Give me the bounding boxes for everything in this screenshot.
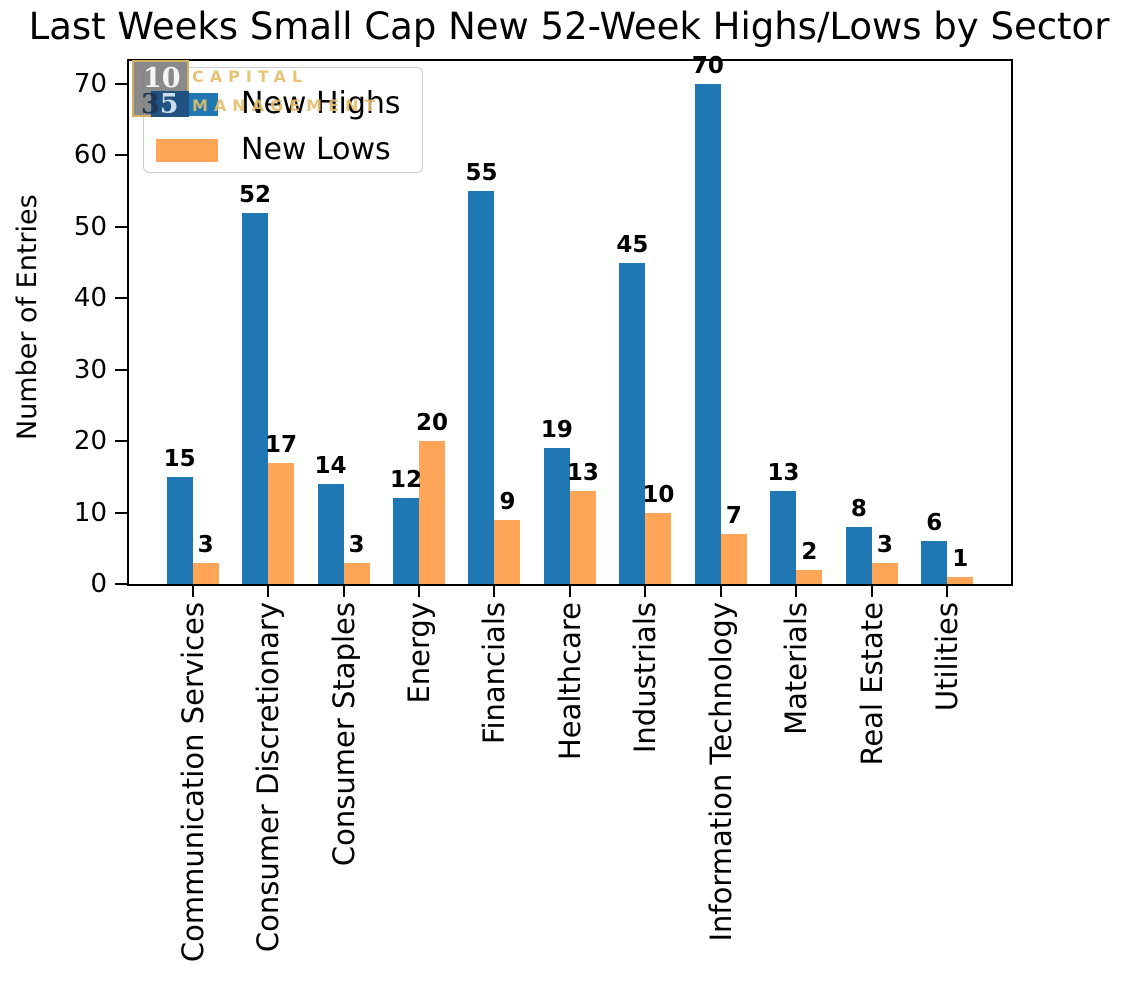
watermark-digits-35: 35 bbox=[141, 91, 179, 118]
bar-new-highs bbox=[166, 476, 193, 584]
bar-new-highs bbox=[770, 491, 797, 584]
x-axis-tick-label: Industrials bbox=[628, 602, 663, 754]
bar-value-label: 2 bbox=[801, 538, 818, 565]
x-axis-tick-label: Materials bbox=[779, 602, 814, 735]
y-axis-tick bbox=[115, 511, 127, 514]
y-axis-tick bbox=[115, 297, 127, 300]
x-axis-tick-label: Communication Services bbox=[175, 602, 210, 963]
watermark-word-capital: CAPITAL bbox=[192, 67, 309, 86]
y-axis-tick-label: 50 bbox=[73, 211, 107, 242]
watermark-word-management: MANAGEMENT bbox=[192, 96, 382, 115]
bar-new-lows bbox=[796, 569, 823, 584]
y-axis-tick bbox=[115, 583, 127, 585]
x-axis-tick bbox=[493, 586, 496, 597]
y-axis-tick bbox=[115, 368, 127, 371]
bar-value-label: 55 bbox=[465, 160, 498, 187]
plot-area bbox=[127, 59, 1013, 586]
bar-value-label: 12 bbox=[389, 467, 422, 494]
y-axis-tick bbox=[115, 225, 127, 228]
y-axis-tick-label: 60 bbox=[73, 140, 107, 171]
bar-value-label: 52 bbox=[239, 181, 272, 208]
bar-value-label: 70 bbox=[691, 53, 724, 79]
y-axis-tick bbox=[115, 440, 127, 443]
bar-value-label: 3 bbox=[876, 531, 893, 558]
x-axis-tick-label: Consumer Staples bbox=[326, 602, 361, 867]
y-axis-tick bbox=[115, 83, 127, 85]
bar-new-highs bbox=[921, 541, 948, 584]
chart-title: Last Weeks Small Cap New 52-Week Highs/L… bbox=[28, 5, 1110, 48]
bar-new-lows bbox=[720, 534, 747, 584]
x-axis-tick bbox=[418, 586, 420, 597]
x-axis-tick-label: Information Technology bbox=[703, 602, 738, 942]
bar-value-label: 15 bbox=[163, 445, 196, 472]
x-axis-tick-label: Utilities bbox=[930, 602, 965, 712]
bar-value-label: 6 bbox=[926, 510, 943, 537]
bar-new-lows bbox=[343, 562, 370, 584]
bar-new-lows bbox=[947, 576, 974, 584]
x-axis-tick-label: Healthcare bbox=[552, 602, 587, 761]
legend-label-new-lows: New Lows bbox=[241, 132, 391, 167]
y-axis-tick-label: 0 bbox=[90, 569, 107, 599]
legend-swatch-new-lows bbox=[156, 139, 218, 162]
y-axis-tick-label: 20 bbox=[73, 426, 107, 457]
bar-new-lows bbox=[645, 512, 672, 584]
x-axis-tick bbox=[795, 586, 798, 597]
bar-value-label: 19 bbox=[540, 417, 573, 444]
bar-value-label: 8 bbox=[850, 495, 867, 522]
bar-new-lows bbox=[268, 462, 295, 584]
bar-value-label: 7 bbox=[725, 503, 742, 529]
bar-value-label: 45 bbox=[616, 231, 649, 258]
y-axis-tick-label: 70 bbox=[73, 69, 107, 99]
bar-new-highs bbox=[543, 448, 570, 584]
bar-new-highs bbox=[694, 84, 721, 584]
x-axis-tick bbox=[267, 586, 270, 597]
bar-new-highs bbox=[242, 212, 269, 584]
bar-value-label: 10 bbox=[642, 481, 675, 508]
x-axis-tick bbox=[719, 586, 722, 597]
bar-new-highs bbox=[317, 484, 344, 584]
x-axis-tick bbox=[644, 586, 647, 597]
y-axis-tick-label: 10 bbox=[73, 497, 107, 528]
bar-value-label: 14 bbox=[314, 453, 347, 479]
legend: New Highs New Lows bbox=[143, 67, 423, 173]
bar-new-highs bbox=[619, 262, 646, 584]
bar-new-highs bbox=[393, 498, 419, 584]
bar-new-lows bbox=[569, 491, 596, 584]
x-axis-tick bbox=[946, 586, 949, 597]
bar-value-label: 3 bbox=[348, 531, 365, 558]
x-axis-tick bbox=[342, 586, 345, 597]
bar-value-label: 3 bbox=[197, 531, 214, 558]
watermark-digits-10: 10 bbox=[143, 63, 181, 94]
y-axis-tick bbox=[115, 154, 127, 157]
bar-value-label: 20 bbox=[415, 410, 448, 437]
x-axis-tick bbox=[870, 586, 873, 597]
bar-new-highs bbox=[468, 191, 495, 584]
bar-new-lows bbox=[192, 562, 219, 584]
bar-value-label: 1 bbox=[952, 545, 969, 572]
bar-new-lows bbox=[871, 562, 898, 584]
watermark-digit-5: 5 bbox=[159, 89, 179, 120]
legend-label-new-highs: New Highs bbox=[241, 86, 401, 121]
bar-new-lows bbox=[419, 441, 445, 584]
bar-value-label: 13 bbox=[767, 460, 800, 487]
bar-value-label: 17 bbox=[265, 431, 298, 458]
x-axis-tick-label: Energy bbox=[402, 602, 436, 704]
x-axis-tick-label: Consumer Discretionary bbox=[251, 602, 286, 953]
bar-value-label: 13 bbox=[566, 460, 599, 487]
bar-value-label: 9 bbox=[499, 488, 516, 515]
watermark-digit-3: 3 bbox=[141, 89, 160, 120]
bar-new-highs bbox=[845, 526, 872, 584]
watermark-logo-box: 10 35 bbox=[132, 60, 189, 118]
bar-new-lows bbox=[494, 519, 521, 584]
y-axis-tick-label: 40 bbox=[73, 283, 107, 314]
x-axis-tick bbox=[568, 586, 571, 597]
x-axis-tick bbox=[191, 586, 194, 597]
watermark-navy-square bbox=[151, 91, 189, 117]
x-axis-tick-label: Financials bbox=[477, 602, 512, 745]
y-axis-tick-label: 30 bbox=[73, 354, 107, 385]
x-axis-tick-label: Real Estate bbox=[854, 602, 889, 766]
